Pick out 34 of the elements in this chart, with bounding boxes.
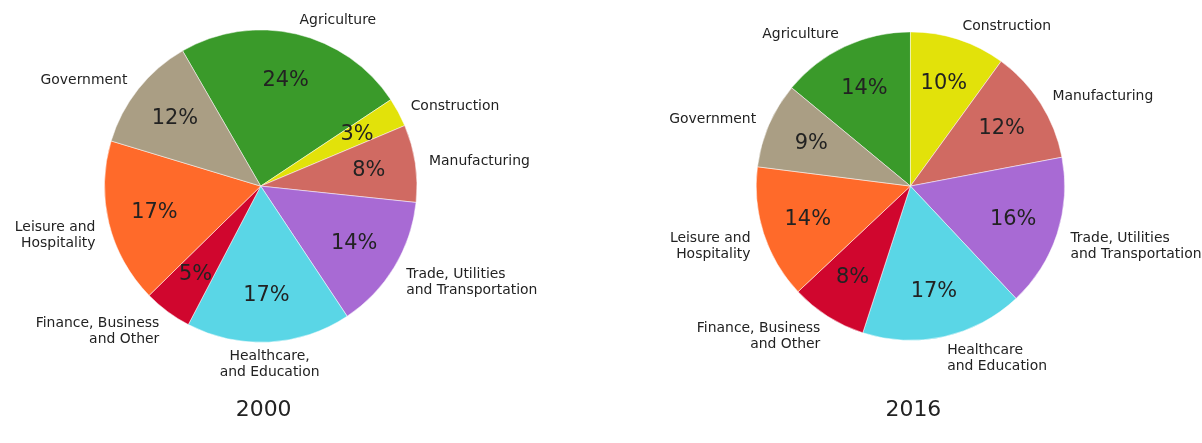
data-label: 17% — [910, 278, 958, 303]
data-label: 10% — [920, 70, 968, 95]
slice-label: Finance, Business and Other — [35, 313, 160, 346]
slice-label: Healthcare and Education — [947, 341, 1048, 374]
slice-label: Healthcare, and Education — [219, 347, 320, 379]
data-label: 5% — [178, 260, 213, 285]
slice-label: Manufacturing — [429, 152, 530, 169]
slice-label: Trade, Utilities and Transportation — [1069, 229, 1202, 261]
data-label: 14% — [841, 75, 888, 100]
slice-label: Agriculture — [762, 24, 839, 41]
text: 2000 — [235, 395, 292, 421]
data-label: 12% — [978, 115, 1025, 140]
slice-label: Construction — [962, 17, 1052, 34]
slice-label: Government — [40, 71, 128, 88]
data-label: 17% — [131, 199, 178, 224]
data-label: 3% — [340, 121, 374, 146]
data-label: 8% — [836, 264, 870, 289]
data-label: 8% — [352, 157, 386, 182]
text: 2016 — [885, 395, 942, 421]
data-label: 12% — [151, 105, 199, 130]
data-label: 24% — [262, 66, 309, 91]
slice-label: Agriculture — [299, 11, 377, 28]
slice-label: Finance, Business and Other — [696, 319, 821, 352]
slice-label: Leisure and Hospitality — [14, 217, 96, 250]
data-label: 14% — [331, 229, 378, 254]
slice-label: Leisure and Hospitality — [669, 229, 751, 261]
slice-label: Manufacturing — [1052, 87, 1154, 103]
data-label: 14% — [784, 206, 831, 231]
slice-label: Construction — [410, 96, 500, 113]
slice-label: Government — [669, 110, 757, 127]
data-label: 9% — [794, 130, 828, 155]
slice-label: Trade, Utilities and Transportation — [405, 265, 538, 298]
data-label: 17% — [243, 282, 290, 307]
data-label: 16% — [989, 206, 1037, 231]
